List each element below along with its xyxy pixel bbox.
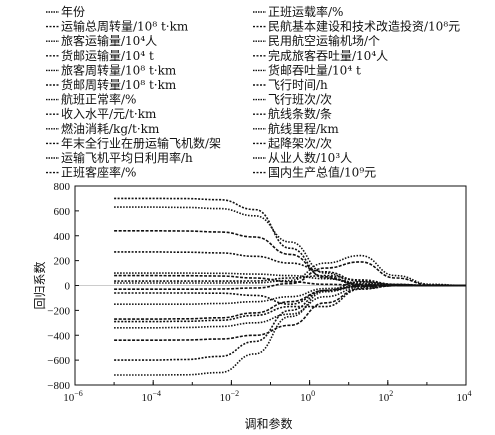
legend-label: 起降架次/次	[268, 136, 332, 150]
x-axis-title: 调和参数	[244, 416, 292, 431]
series-line	[114, 284, 466, 323]
legend-label: 完成旅客吞吐量/10⁴人	[268, 48, 388, 63]
legend-label: 货邮运输量/10⁴ t	[61, 48, 154, 63]
x-tick-label: 102	[378, 389, 393, 404]
y-tick-label: −800	[47, 380, 70, 392]
legend-item: 航线条数/条	[253, 106, 332, 121]
y-axis: 800 600 400 200 0 −200 −400 −600 −800	[47, 181, 79, 392]
legend-item: 燃油消耗/kg/t·km	[46, 121, 160, 136]
legend-label: 旅客周转量/10⁸ t·km	[61, 62, 177, 77]
legend-label: 运输总周转量/10⁸ t·km	[61, 19, 189, 34]
legend-item: 飞行时间/h	[253, 78, 328, 92]
legend-item: 货邮吞吐量/10⁴ t	[253, 62, 361, 77]
legend-label: 货邮吞吐量/10⁴ t	[268, 62, 361, 77]
legend-label: 航线里程/km	[268, 121, 339, 136]
x-tick-label: 100	[300, 389, 315, 404]
legend-item: 起降架次/次	[253, 136, 332, 150]
series-line	[114, 284, 466, 342]
legend-label: 民航基本建设和技术改造投资/10⁸元	[268, 19, 460, 34]
y-tick-label: 200	[54, 256, 71, 268]
x-tick-label: 10−4	[141, 389, 161, 404]
legend-label: 飞行班次/次	[268, 93, 332, 107]
series-line	[114, 284, 466, 329]
legend-item: 旅客周转量/10⁸ t·km	[46, 62, 177, 77]
legend-label: 货邮周转量/10⁸ t·km	[61, 77, 177, 92]
series-line	[114, 284, 466, 306]
legend-item: 收入水平/元/t·km	[46, 107, 157, 121]
legend-label: 国内生产总值/10⁹元	[268, 165, 376, 180]
x-tick-label: 104	[457, 389, 472, 404]
y-tick-label: 400	[54, 231, 71, 243]
legend-label: 航线条数/条	[268, 106, 332, 121]
legend-item: 正班客座率/%	[46, 165, 136, 180]
legend-label: 飞行时间/h	[268, 78, 328, 92]
legend-item: 年末全行业在册运输飞机数/架	[46, 135, 221, 150]
y-axis-title: 回归系数	[32, 261, 47, 309]
legend-label: 正班运载率/%	[268, 4, 343, 19]
legend-label: 运输飞机平均日利用率/h	[61, 150, 193, 165]
legend-label: 燃油消耗/kg/t·km	[61, 121, 160, 136]
legend-item: 国内生产总值/10⁹元	[253, 165, 376, 180]
series-line	[114, 197, 466, 287]
y-tick-label: 600	[54, 206, 71, 218]
series-line	[114, 261, 467, 291]
legend-label: 年末全行业在册运输飞机数/架	[61, 135, 221, 150]
x-axis: 10−6 10−4 10−2 100 102 104	[63, 380, 472, 404]
y-tick-label: −600	[47, 355, 70, 367]
legend-item: 旅客运输量/10⁴人	[46, 33, 157, 48]
legend-item: 年份	[46, 5, 85, 19]
legend-item: 民航基本建设和技术改造投资/10⁸元	[253, 19, 460, 34]
legend-label: 从业人数/10³人	[268, 150, 352, 165]
legend-label: 旅客运输量/10⁴人	[61, 33, 157, 48]
legend-label: 正班客座率/%	[61, 165, 136, 180]
legend-label: 收入水平/元/t·km	[61, 107, 157, 121]
legend-item: 飞行班次/次	[253, 93, 332, 107]
series-line	[114, 206, 466, 287]
legend-item: 完成旅客吞吐量/10⁴人	[253, 48, 388, 63]
series-line	[114, 284, 466, 376]
y-tick-label: −400	[47, 330, 70, 342]
legend-item: 航线里程/km	[253, 121, 339, 136]
series-line	[114, 274, 467, 287]
legend-label: 民用航空运输机场/个	[268, 33, 380, 48]
series-lines	[114, 197, 467, 376]
y-tick-label: −200	[47, 305, 70, 317]
legend-item: 货邮运输量/10⁴ t	[46, 48, 154, 63]
x-tick-label: 10−2	[220, 389, 240, 404]
legend-item: 运输飞机平均日利用率/h	[46, 150, 193, 165]
series-line	[114, 254, 467, 287]
y-tick-label: 0	[65, 281, 71, 293]
series-line	[114, 284, 466, 361]
legend-item: 从业人数/10³人	[253, 150, 352, 165]
legend-label: 年份	[61, 5, 85, 19]
legend-item: 正班运载率/%	[253, 4, 343, 19]
legend-item: 民用航空运输机场/个	[253, 33, 380, 48]
y-tick-label: 800	[54, 181, 71, 193]
legend-item: 货邮周转量/10⁸ t·km	[46, 77, 177, 92]
x-tick-label: 10−6	[63, 389, 83, 404]
legend-label: 航班正常率/%	[61, 92, 136, 107]
legend-item: 航班正常率/%	[46, 92, 136, 107]
legend-item: 运输总周转量/10⁸ t·km	[46, 19, 189, 34]
